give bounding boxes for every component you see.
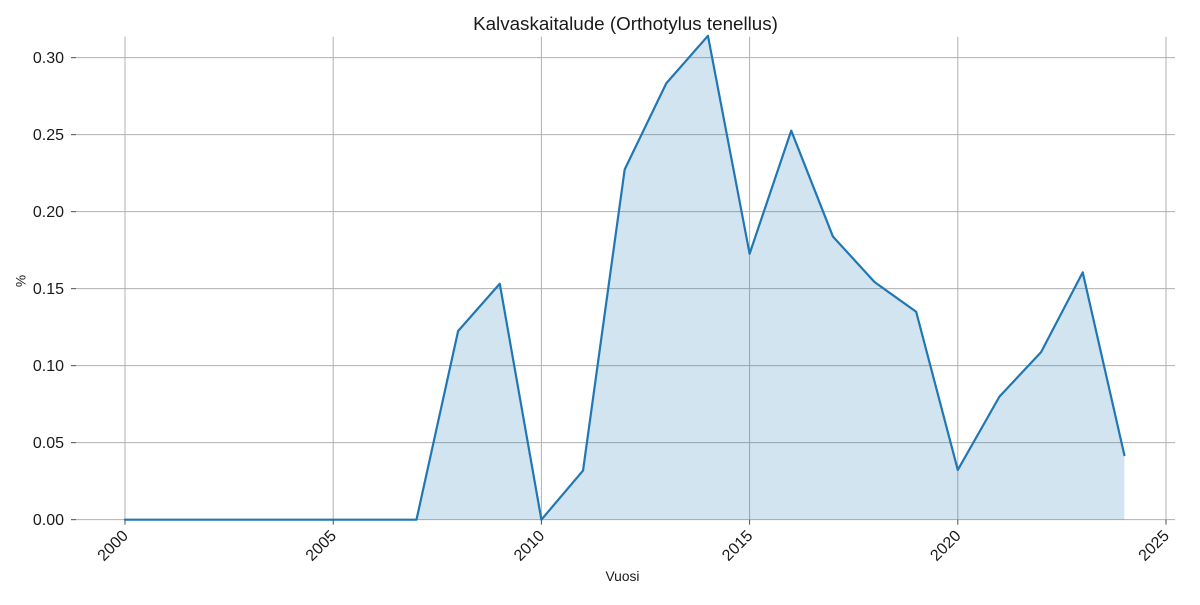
svg-text:2010: 2010 <box>511 527 548 564</box>
svg-text:0.25: 0.25 <box>33 127 64 144</box>
svg-text:2025: 2025 <box>1136 527 1173 564</box>
svg-text:0.00: 0.00 <box>33 512 64 529</box>
svg-text:2005: 2005 <box>303 527 340 564</box>
svg-text:2015: 2015 <box>719 527 756 564</box>
svg-text:2000: 2000 <box>95 527 132 564</box>
svg-text:0.10: 0.10 <box>33 358 64 375</box>
svg-text:2020: 2020 <box>927 527 964 564</box>
svg-text:0.20: 0.20 <box>33 204 64 221</box>
svg-text:0.15: 0.15 <box>33 281 64 298</box>
svg-text:0.05: 0.05 <box>33 435 64 452</box>
svg-text:0.30: 0.30 <box>33 50 64 67</box>
